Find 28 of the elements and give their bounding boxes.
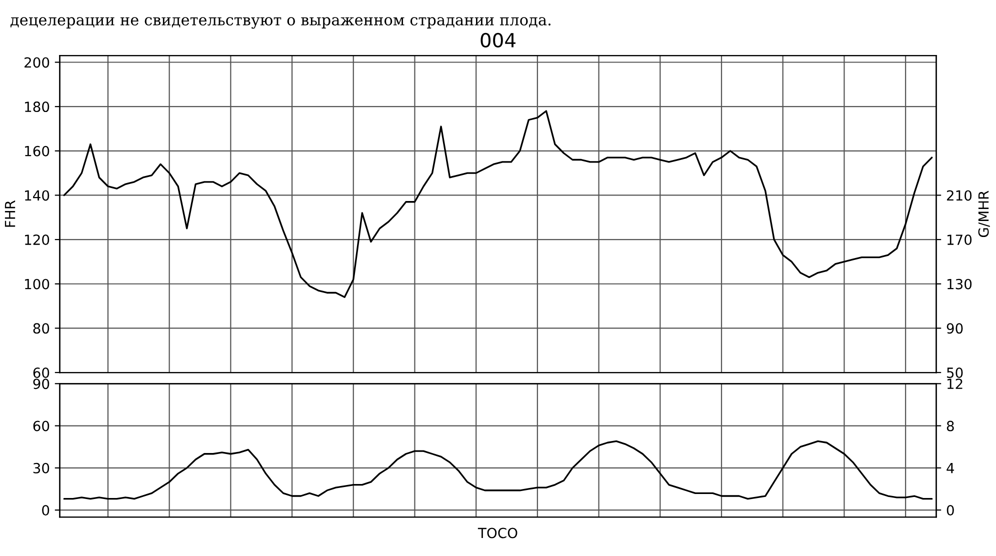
y-axis-title: FHR	[4, 200, 16, 227]
y2-tick-label: 4	[946, 463, 954, 474]
y-tick-label: 60	[33, 367, 50, 378]
y-tick-label: 180	[25, 102, 50, 112]
text: децелерации не свидетельствуют о выраженном страдании плода.	[10, 17, 550, 29]
y2-tick-label: 90	[946, 323, 963, 334]
y-tick-label: 60	[33, 420, 50, 432]
y-tick-label: 80	[33, 323, 50, 334]
y2-tick-label: 8	[946, 420, 954, 432]
y2-tick-label: 12	[947, 378, 962, 389]
y2-tick-label: 170	[947, 234, 972, 246]
y-tick-label: 160	[25, 146, 50, 156]
y-tick-label: 140	[25, 190, 50, 201]
y-tick-label: 100	[25, 278, 50, 290]
y-tick-label: 120	[25, 234, 50, 246]
y2-tick-label: 130	[947, 278, 972, 290]
line-series	[63, 440, 933, 500]
y-tick-label: 200	[24, 57, 50, 68]
y-tick-label: 30	[33, 462, 50, 474]
chart-title: 004	[480, 32, 516, 48]
y-tick-label: 90	[33, 378, 50, 390]
y-tick-label: 0	[42, 505, 50, 516]
y2-tick-label: 0	[946, 504, 954, 516]
y2-tick-label: 50	[947, 367, 963, 378]
y2-axis-title: G/MHR	[978, 190, 990, 238]
x-axis-title: TOCO	[478, 528, 518, 538]
line-series	[63, 110, 933, 298]
y2-tick-label: 210	[946, 190, 972, 201]
